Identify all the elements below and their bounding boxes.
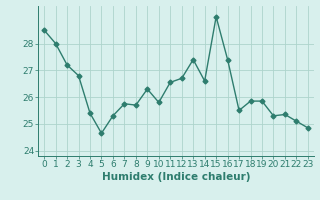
X-axis label: Humidex (Indice chaleur): Humidex (Indice chaleur) (102, 172, 250, 182)
